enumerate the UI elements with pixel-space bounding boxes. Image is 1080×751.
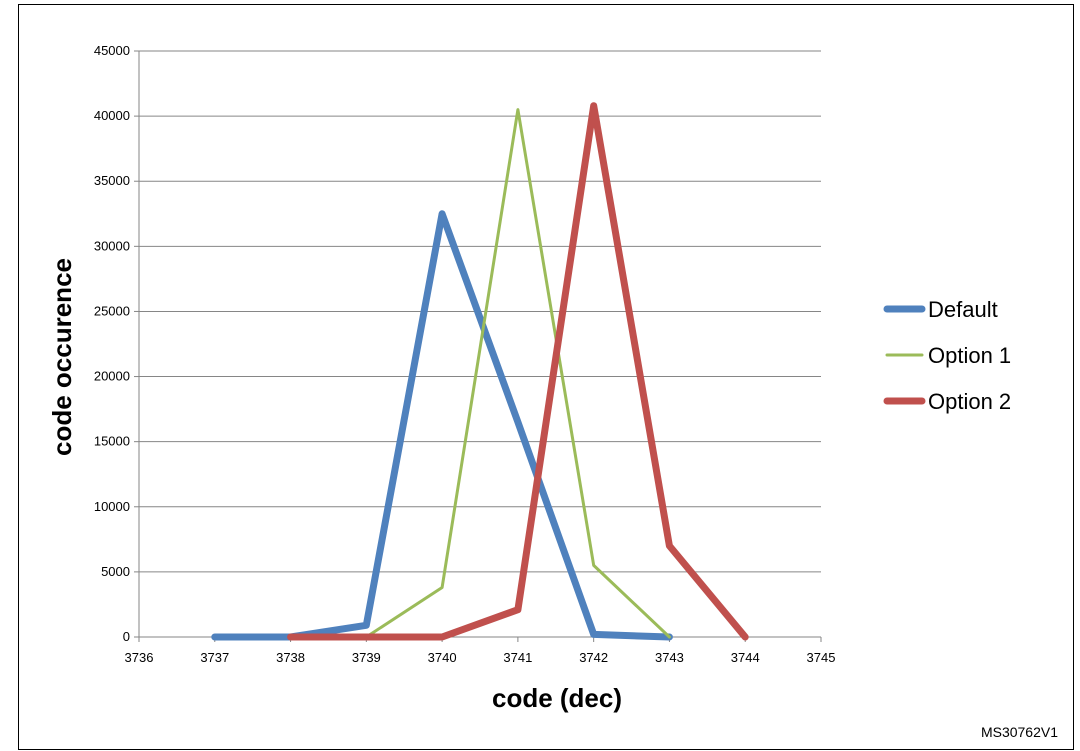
y-tick-label: 15000 [94,434,130,449]
x-tick-label: 3744 [731,650,760,665]
legend-label: Option 1 [928,343,1011,368]
tick-labels: 0 5000 10000 15000 20000 25000 30000 35000 40000… [94,43,836,665]
x-tick-label: 3740 [428,650,457,665]
y-tick-label: 10000 [94,499,130,514]
legend-label: Option 2 [928,389,1011,414]
x-tick-label: 3736 [125,650,154,665]
axes [134,50,822,642]
figure-frame [18,4,1074,750]
y-axis-title: code occurence [47,258,77,456]
legend-label: Default [928,297,998,322]
gridlines [139,50,821,573]
y-tick-label: 0 [123,629,130,644]
x-tick-label: 3743 [655,650,684,665]
y-tick-label: 5000 [101,564,130,579]
y-tick-label: 45000 [94,43,130,58]
x-tick-label: 3738 [276,650,305,665]
reference-label: MS30762V1 [981,724,1058,740]
y-tick-label: 30000 [94,238,130,253]
x-tick-label: 3737 [200,650,229,665]
x-tick-label: 3742 [579,650,608,665]
y-tick-label: 25000 [94,303,130,318]
legend: Default Option 1 Option 2 [883,297,1011,414]
x-axis-title: code (dec) [492,683,622,713]
x-tick-label: 3739 [352,650,381,665]
x-tick-label: 3745 [807,650,836,665]
series-line-option-2 [287,102,749,641]
y-tick-label: 40000 [94,108,130,123]
y-tick-label: 20000 [94,369,130,384]
series-lines [211,102,749,641]
x-tick-label: 3741 [503,650,532,665]
series-line-option-1 [364,108,671,639]
y-tick-label: 35000 [94,173,130,188]
